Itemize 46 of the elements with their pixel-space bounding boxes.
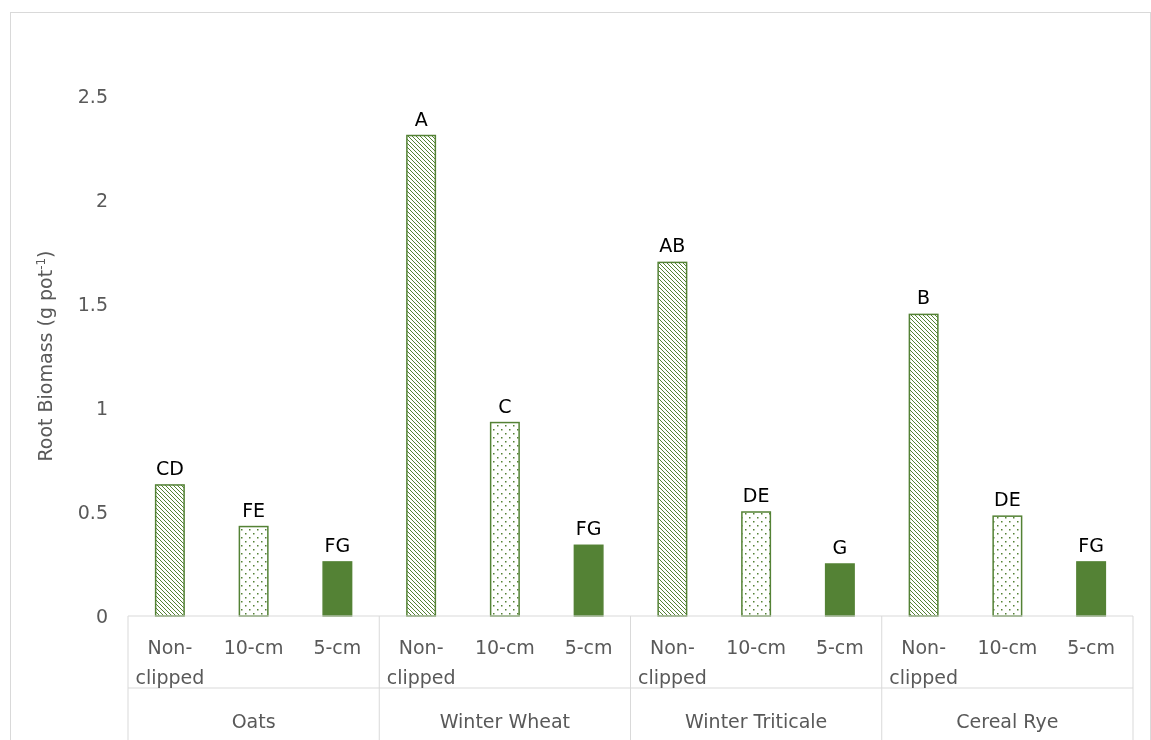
bar (238, 525, 269, 617)
y-tick-label: 0.5 (77, 500, 108, 523)
bar (657, 261, 688, 617)
data-label: CD (155, 456, 184, 479)
x-tick-label: 5-cm (313, 636, 362, 658)
x-tick-label: 10-cm (726, 636, 787, 658)
x-tick-label: Non-clipped (386, 636, 456, 688)
x-tick-label: 5-cm (1067, 636, 1116, 658)
data-label: AB (659, 234, 686, 257)
bar (992, 515, 1023, 617)
x-tick-label: Non-clipped (637, 636, 707, 688)
data-label: G (832, 536, 848, 558)
y-tick-label: 1.5 (77, 292, 108, 315)
text: Winter Wheat (439, 710, 571, 732)
data-label: DE (742, 484, 770, 506)
data-label: FG (324, 533, 351, 556)
y-tick-label: 0 (95, 604, 108, 627)
bar (154, 484, 185, 617)
bar (1076, 561, 1107, 617)
x-tick-label: 10-cm (977, 636, 1038, 658)
x-tick-label: Non-clipped (135, 636, 205, 688)
bar (824, 563, 855, 617)
x-tick-label: 5-cm (564, 636, 613, 658)
y-tick-label: 2.5 (77, 84, 108, 107)
data-label: FG (1078, 533, 1104, 556)
data-label: DE (994, 488, 1021, 511)
y-tick-label: 2 (95, 188, 108, 211)
x-tick-label: 10-cm (223, 636, 284, 658)
text: Cereal Rye (956, 710, 1059, 732)
text: Oats (231, 710, 276, 732)
x-tick-label: 10-cm (474, 636, 535, 658)
data-label: A (414, 107, 428, 130)
data-label: C (498, 394, 512, 417)
data-label: B (917, 286, 931, 309)
bar (741, 511, 772, 617)
x-tick-label: Non-clipped (889, 636, 959, 688)
text: Winter Triticale (684, 710, 828, 732)
x-tick-label: 5-cm (815, 636, 864, 658)
bar (406, 134, 437, 617)
bar (489, 421, 520, 617)
data-label: FG (575, 517, 602, 540)
y-tick-label: 1 (95, 396, 108, 419)
bar (908, 313, 939, 617)
bar (322, 561, 353, 617)
data-label: FE (242, 498, 266, 521)
bar (573, 544, 604, 617)
